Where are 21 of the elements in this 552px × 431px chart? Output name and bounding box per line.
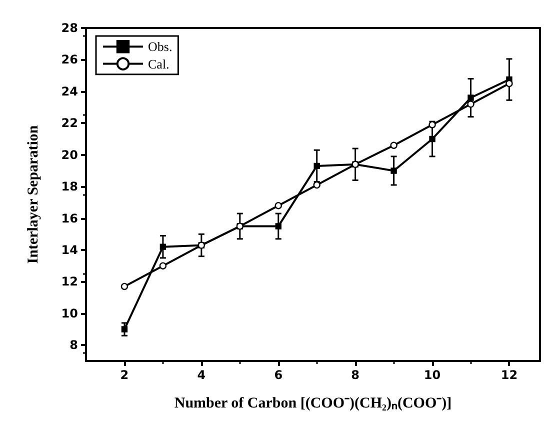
y-axis-title: Interlayer Separation — [26, 124, 42, 264]
y-tick-label: 26 — [61, 52, 78, 67]
legend-label: Cal. — [148, 56, 170, 72]
x-tick-label: 6 — [274, 368, 283, 382]
y-tick-label: 10 — [61, 306, 78, 320]
legend-label: Obs. — [148, 39, 172, 54]
x-tick-label: 2 — [120, 368, 129, 382]
x-tick-label: 10 — [424, 368, 441, 382]
y-tick-label: 24 — [61, 84, 78, 98]
x-tick-label: 12 — [500, 368, 518, 382]
y-tick-label: 22 — [61, 116, 78, 130]
y-tick-label: 14 — [61, 243, 78, 257]
y-tick-label: 20 — [61, 148, 78, 162]
x-axis-title: Number of Carbon [(COO⁻)(CH₂)ₙ(COO⁻)] — [174, 396, 452, 412]
y-tick-label: 16 — [61, 211, 78, 226]
y-tick-label: 8 — [70, 338, 78, 352]
y-tick-label: 28 — [61, 21, 78, 35]
y-tick-label: 12 — [61, 274, 78, 289]
x-tick-label: 8 — [351, 368, 360, 382]
y-tick-label: 18 — [61, 180, 78, 194]
x-tick-label: 4 — [197, 368, 206, 382]
